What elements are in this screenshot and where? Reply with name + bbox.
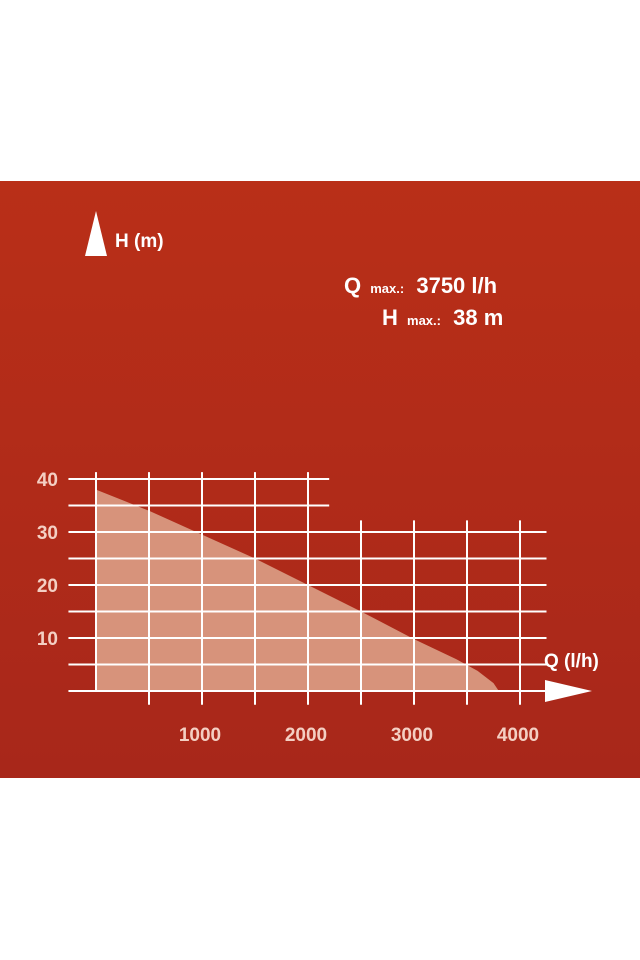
x-axis-arrow-icon bbox=[545, 680, 592, 702]
h-max-symbol: H bbox=[382, 305, 398, 330]
y-axis-arrow-icon bbox=[85, 211, 107, 256]
x-tick-label: 2000 bbox=[285, 725, 327, 746]
chart-panel: H (m) Q (l/h) 10 20 30 40 1000 2000 3000 4000 … bbox=[0, 181, 640, 778]
q-max-annotation: Q max.: 3750 l/h bbox=[344, 273, 497, 298]
y-tick-label: 40 bbox=[37, 470, 58, 491]
x-tick-label: 3000 bbox=[391, 725, 433, 746]
x-tick-labels: 1000 2000 3000 4000 bbox=[179, 725, 539, 746]
h-max-annotation: H max.: 38 m bbox=[382, 305, 503, 330]
q-max-sub: max.: bbox=[370, 281, 404, 296]
q-max-symbol: Q bbox=[344, 273, 361, 298]
grid bbox=[68, 472, 549, 705]
performance-area bbox=[96, 489, 499, 691]
x-tick-label: 1000 bbox=[179, 725, 221, 746]
y-tick-label: 10 bbox=[37, 629, 58, 650]
x-tick-label: 4000 bbox=[497, 725, 539, 746]
h-max-sub: max.: bbox=[407, 313, 441, 328]
y-tick-labels: 10 20 30 40 bbox=[37, 470, 58, 650]
q-max-value: 3750 l/h bbox=[416, 273, 497, 298]
y-tick-label: 30 bbox=[37, 523, 58, 544]
x-axis-title: Q (l/h) bbox=[544, 651, 599, 672]
h-max-value: 38 m bbox=[453, 305, 503, 330]
y-tick-label: 20 bbox=[37, 576, 58, 597]
y-axis-title: H (m) bbox=[115, 231, 164, 252]
